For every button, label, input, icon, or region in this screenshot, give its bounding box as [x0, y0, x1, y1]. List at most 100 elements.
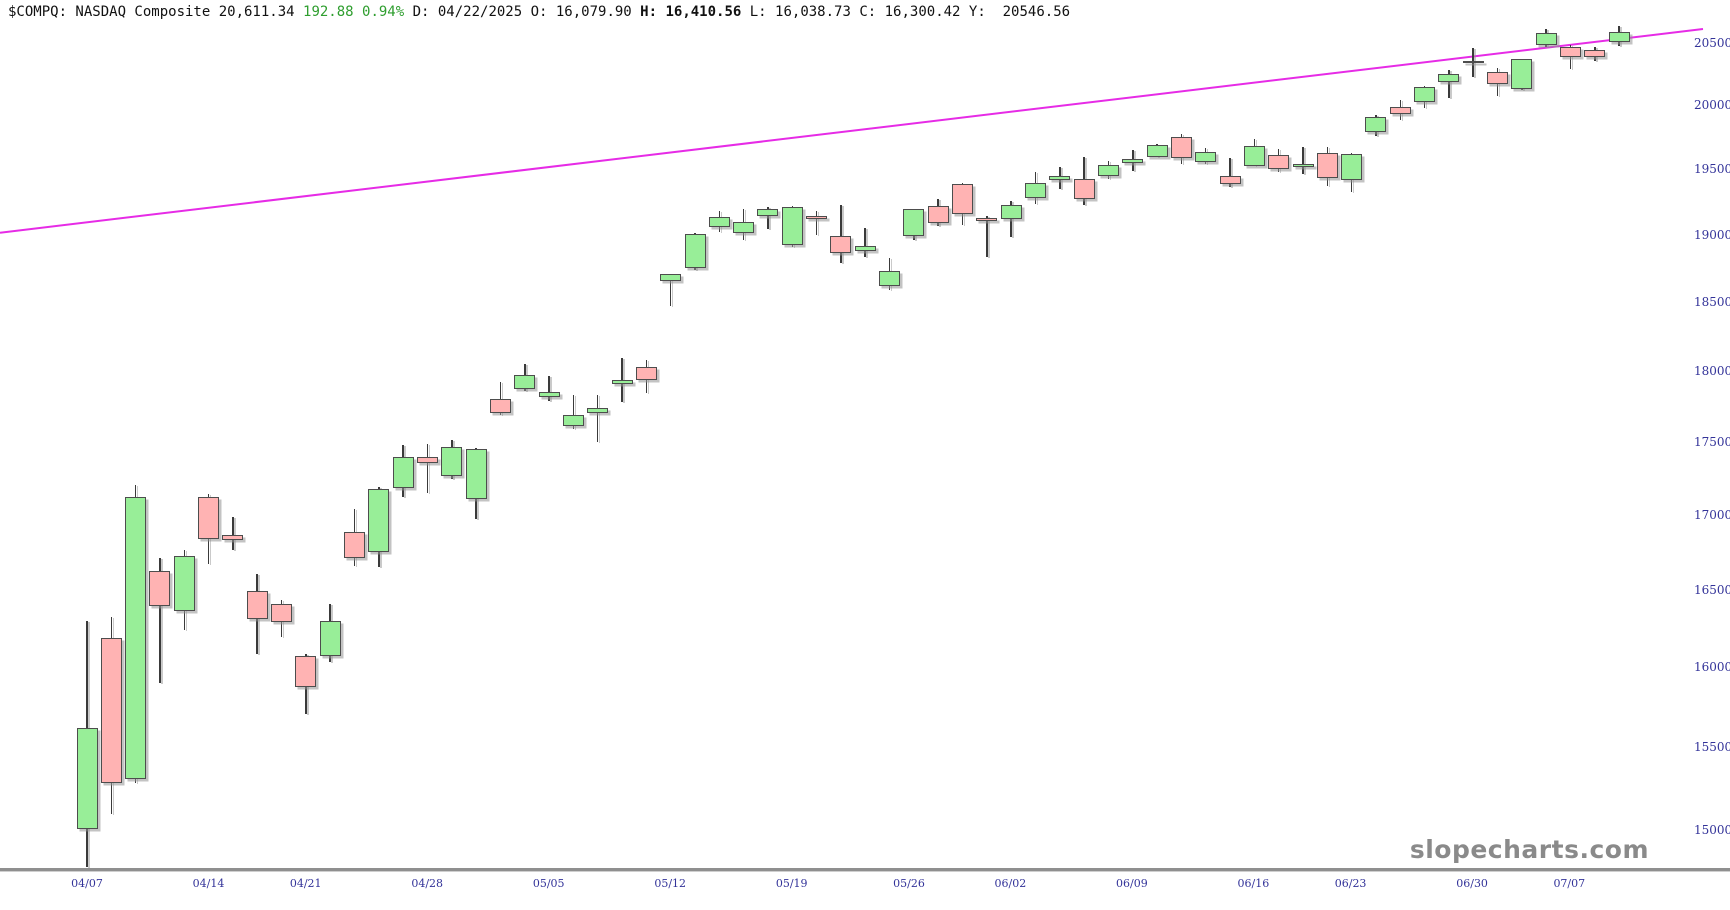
candle-0529[interactable]	[952, 184, 974, 214]
candle-0627[interactable]	[1438, 74, 1460, 82]
candle-0415[interactable]	[222, 535, 244, 541]
candle-0602[interactable]	[1000, 204, 1022, 220]
candle-0521[interactable]	[830, 235, 852, 254]
y-axis-tick-label: 15000	[1694, 822, 1730, 837]
y-axis-tick-label: 18000	[1694, 363, 1730, 378]
candle-0611[interactable]	[1170, 136, 1192, 159]
y-axis-tick-label: 19500	[1694, 162, 1730, 177]
candle-0409[interactable]	[125, 497, 147, 779]
candle-wick	[1302, 147, 1304, 174]
candle-0422[interactable]	[319, 621, 341, 656]
candle-0528[interactable]	[927, 205, 949, 224]
candle-wick	[840, 204, 842, 264]
candle-0606[interactable]	[1097, 164, 1119, 176]
candle-wick	[864, 228, 866, 258]
candle-wick	[1448, 70, 1450, 99]
candle-0513[interactable]	[684, 234, 706, 269]
candle-0416[interactable]	[246, 590, 268, 620]
candle-0612[interactable]	[1195, 151, 1217, 162]
candle-0603[interactable]	[1024, 183, 1046, 198]
candle-0407[interactable]	[76, 728, 98, 829]
candle-wick	[596, 394, 599, 442]
candle-0429[interactable]	[441, 446, 463, 476]
candle-0613[interactable]	[1219, 175, 1241, 184]
candle-0605[interactable]	[1073, 178, 1095, 199]
candle-0514[interactable]	[708, 217, 730, 227]
candle-0709[interactable]	[1608, 31, 1630, 42]
candle-0508[interactable]	[611, 379, 633, 384]
y-axis-tick-label: 19000	[1694, 227, 1730, 242]
candle-0519[interactable]	[781, 206, 803, 245]
candle-0708[interactable]	[1584, 50, 1606, 57]
y-axis-tick-label: 15500	[1694, 740, 1730, 754]
candle-0610[interactable]	[1146, 144, 1168, 157]
candle-0421[interactable]	[295, 656, 317, 687]
candle-0604[interactable]	[1049, 175, 1071, 181]
x-axis-date-label: 05/19	[775, 877, 808, 890]
quote-header: $COMPQ: NASDAQ Composite 20,611.34 192.8…	[8, 4, 1070, 22]
candle-0507[interactable]	[587, 407, 609, 414]
candle-0410[interactable]	[149, 570, 171, 607]
x-axis-date-label: 06/16	[1237, 877, 1270, 890]
candle-wick	[767, 206, 769, 230]
candle-0512[interactable]	[660, 274, 682, 281]
x-axis-date-label: 04/21	[289, 877, 322, 890]
y-axis-tick-label: 16000	[1694, 660, 1730, 675]
candle-0516[interactable]	[757, 209, 779, 216]
candle-wick	[1010, 201, 1012, 238]
hover-low-close-y: L: 16,038.73 C: 16,300.42 Y: 20546.56	[741, 4, 1071, 20]
candle-0430[interactable]	[465, 449, 487, 500]
candle-0509[interactable]	[635, 367, 657, 380]
candle-0515[interactable]	[733, 222, 755, 234]
candle-0522[interactable]	[854, 245, 876, 251]
candle-0520[interactable]	[806, 216, 828, 220]
candle-0417[interactable]	[271, 603, 293, 622]
x-axis-date-label: 04/28	[411, 877, 444, 890]
candle-0701[interactable]	[1487, 71, 1509, 84]
x-axis-date-label: 04/07	[71, 877, 103, 890]
candle-wick	[548, 375, 550, 401]
candle-0626[interactable]	[1414, 87, 1436, 102]
x-axis-date-label: 06/30	[1456, 877, 1488, 890]
candle-0411[interactable]	[173, 555, 195, 612]
slopecharts-watermark: slopecharts.com	[1409, 835, 1649, 864]
candle-0707[interactable]	[1560, 47, 1582, 57]
candle-0625[interactable]	[1389, 106, 1411, 114]
candle-0702[interactable]	[1511, 59, 1533, 90]
candle-wick	[986, 215, 988, 257]
candle-0618[interactable]	[1292, 163, 1314, 168]
candle-0414[interactable]	[198, 496, 220, 540]
candle-wick	[1229, 158, 1231, 188]
x-axis-date-label: 06/02	[994, 877, 1027, 890]
y-axis-tick-label: 16500	[1694, 582, 1730, 597]
candle-0630[interactable]	[1462, 60, 1484, 63]
magenta-trendline[interactable]	[0, 28, 1704, 234]
candle-0527[interactable]	[903, 209, 925, 236]
candle-0505[interactable]	[538, 391, 560, 398]
candle-wick	[159, 557, 161, 684]
candle-0501[interactable]	[489, 399, 511, 413]
candle-0617[interactable]	[1268, 154, 1290, 170]
candle-0616[interactable]	[1243, 145, 1265, 166]
candle-0523[interactable]	[879, 270, 901, 287]
candle-wick	[499, 381, 502, 415]
candle-0424[interactable]	[368, 489, 390, 552]
candle-0609[interactable]	[1122, 159, 1144, 163]
candle-wick	[669, 274, 672, 306]
candle-0620[interactable]	[1316, 153, 1338, 178]
hover-high: H: 16,410.56	[640, 4, 742, 20]
candle-0502[interactable]	[514, 374, 536, 390]
candle-0428[interactable]	[416, 456, 438, 463]
candle-0623[interactable]	[1341, 153, 1363, 180]
candle-0530[interactable]	[976, 218, 998, 222]
symbol-and-last-price: $COMPQ: NASDAQ Composite 20,611.34	[8, 4, 304, 20]
candle-0506[interactable]	[562, 414, 584, 426]
candle-0425[interactable]	[392, 456, 414, 488]
candle-0703[interactable]	[1535, 33, 1557, 46]
candle-0423[interactable]	[344, 532, 366, 559]
candle-0408[interactable]	[100, 638, 122, 783]
candle-0624[interactable]	[1365, 117, 1387, 133]
x-axis-date-label: 04/14	[192, 877, 225, 890]
